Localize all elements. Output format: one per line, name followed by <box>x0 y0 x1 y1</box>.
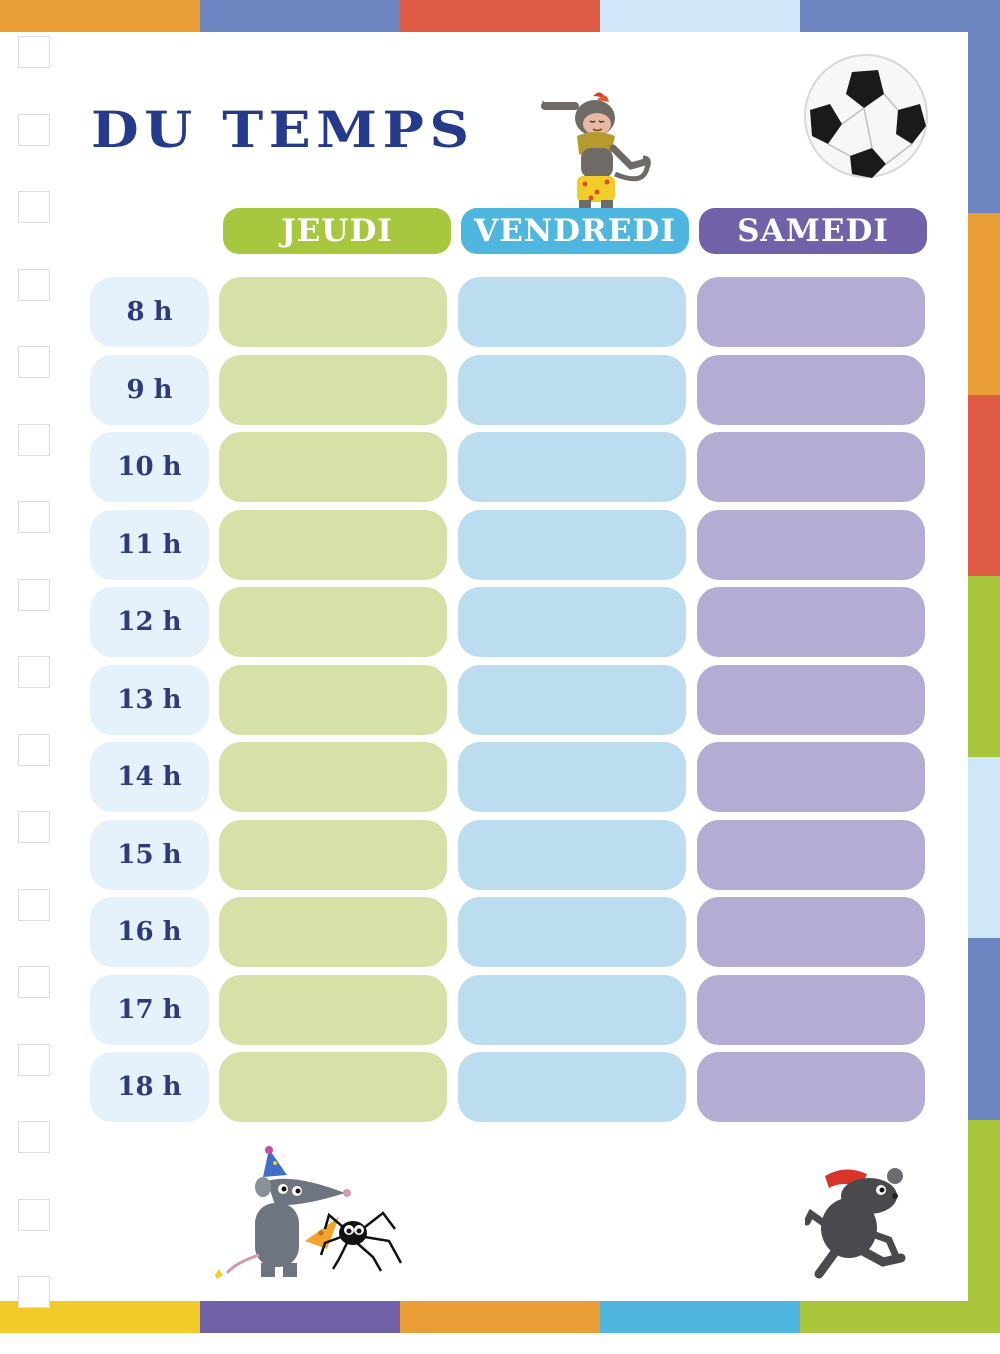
time-slot-vendredi[interactable] <box>458 354 686 425</box>
time-slot-jeudi[interactable] <box>219 432 447 502</box>
time-slot-jeudi[interactable] <box>219 664 447 735</box>
color-strip-segment <box>968 575 1000 758</box>
binder-hole <box>18 888 50 921</box>
time-slot-vendredi[interactable] <box>458 587 686 657</box>
binder-hole <box>18 1043 50 1076</box>
time-slot-vendredi[interactable] <box>458 432 686 502</box>
binder-hole <box>18 733 50 766</box>
color-strip-segment <box>800 0 1000 32</box>
color-strip-segment <box>968 394 1000 576</box>
time-slot-vendredi[interactable] <box>458 819 686 890</box>
hour-label: 14 h <box>90 742 209 812</box>
day-header-vendredi: VENDREDI <box>461 208 689 254</box>
binder-hole <box>18 36 50 68</box>
hour-label: 17 h <box>90 974 209 1045</box>
color-strip-segment <box>400 1301 600 1333</box>
hour-label: 10 h <box>90 432 209 502</box>
hour-label: 8 h <box>90 277 209 347</box>
color-strip-segment <box>200 1301 400 1333</box>
binder-hole <box>18 268 50 301</box>
time-slot-samedi[interactable] <box>697 664 925 735</box>
binder-hole <box>18 1276 50 1308</box>
time-slot-vendredi[interactable] <box>458 742 686 812</box>
time-slot-samedi[interactable] <box>697 509 925 580</box>
time-slot-jeudi[interactable] <box>219 742 447 812</box>
color-strip-segment <box>0 0 200 32</box>
time-slot-samedi[interactable] <box>697 432 925 502</box>
hour-label: 18 h <box>90 1052 209 1122</box>
time-slot-jeudi[interactable] <box>219 277 447 347</box>
time-slot-vendredi[interactable] <box>458 509 686 580</box>
color-strip-segment <box>968 938 1000 1120</box>
hour-label: 16 h <box>90 897 209 967</box>
bottom-color-strip <box>0 1301 1000 1333</box>
hour-label: 12 h <box>90 587 209 657</box>
time-slot-jeudi[interactable] <box>219 354 447 425</box>
time-slot-jeudi[interactable] <box>219 819 447 890</box>
time-slot-samedi[interactable] <box>697 1052 925 1122</box>
color-strip-segment <box>600 0 800 32</box>
day-header-jeudi: JEUDI <box>223 208 451 254</box>
color-strip-segment <box>600 1301 800 1333</box>
right-color-strip <box>968 32 1000 1301</box>
page-title: DU TEMPS <box>91 100 475 159</box>
time-slot-samedi[interactable] <box>697 974 925 1045</box>
time-slot-samedi[interactable] <box>697 897 925 967</box>
time-slot-jeudi[interactable] <box>219 509 447 580</box>
binder-hole <box>18 113 50 146</box>
binder-hole <box>18 811 50 843</box>
hour-label: 15 h <box>90 819 209 890</box>
binder-hole <box>18 966 50 998</box>
time-slot-jeudi[interactable] <box>219 587 447 657</box>
binder-hole <box>18 656 50 688</box>
time-slot-jeudi[interactable] <box>219 974 447 1045</box>
binder-hole <box>18 423 50 456</box>
day-header-samedi: SAMEDI <box>699 208 927 254</box>
time-slot-samedi[interactable] <box>697 742 925 812</box>
time-slot-vendredi[interactable] <box>458 974 686 1045</box>
binder-hole <box>18 1121 50 1153</box>
binder-holes <box>18 36 52 1354</box>
time-slot-samedi[interactable] <box>697 587 925 657</box>
hour-label: 13 h <box>90 664 209 735</box>
hour-label: 11 h <box>90 509 209 580</box>
color-strip-segment <box>968 213 1000 395</box>
hour-label: 9 h <box>90 354 209 425</box>
time-slot-vendredi[interactable] <box>458 664 686 735</box>
color-strip-segment <box>968 757 1000 939</box>
color-strip-segment <box>200 0 400 32</box>
time-slot-vendredi[interactable] <box>458 897 686 967</box>
time-slot-samedi[interactable] <box>697 819 925 890</box>
color-strip-segment <box>968 32 1000 214</box>
binder-hole <box>18 1198 50 1231</box>
binder-hole <box>18 578 50 611</box>
rat-with-cheese-illustration <box>215 1146 403 1279</box>
binder-hole <box>18 346 50 378</box>
time-slot-samedi[interactable] <box>697 354 925 425</box>
color-strip-segment <box>400 0 600 32</box>
time-slot-samedi[interactable] <box>697 277 925 347</box>
color-strip-segment <box>968 1119 1000 1301</box>
color-strip-segment <box>800 1301 1000 1333</box>
time-slot-jeudi[interactable] <box>219 1052 447 1122</box>
top-color-strip <box>0 0 1000 32</box>
soccer-ball-illustration <box>804 54 928 178</box>
binder-hole <box>18 501 50 533</box>
time-slot-jeudi[interactable] <box>219 897 447 967</box>
time-slot-vendredi[interactable] <box>458 277 686 347</box>
binder-hole <box>18 191 50 223</box>
rat-with-bandana-illustration <box>805 1168 906 1279</box>
monkey-illustration <box>541 92 651 214</box>
time-slot-vendredi[interactable] <box>458 1052 686 1122</box>
